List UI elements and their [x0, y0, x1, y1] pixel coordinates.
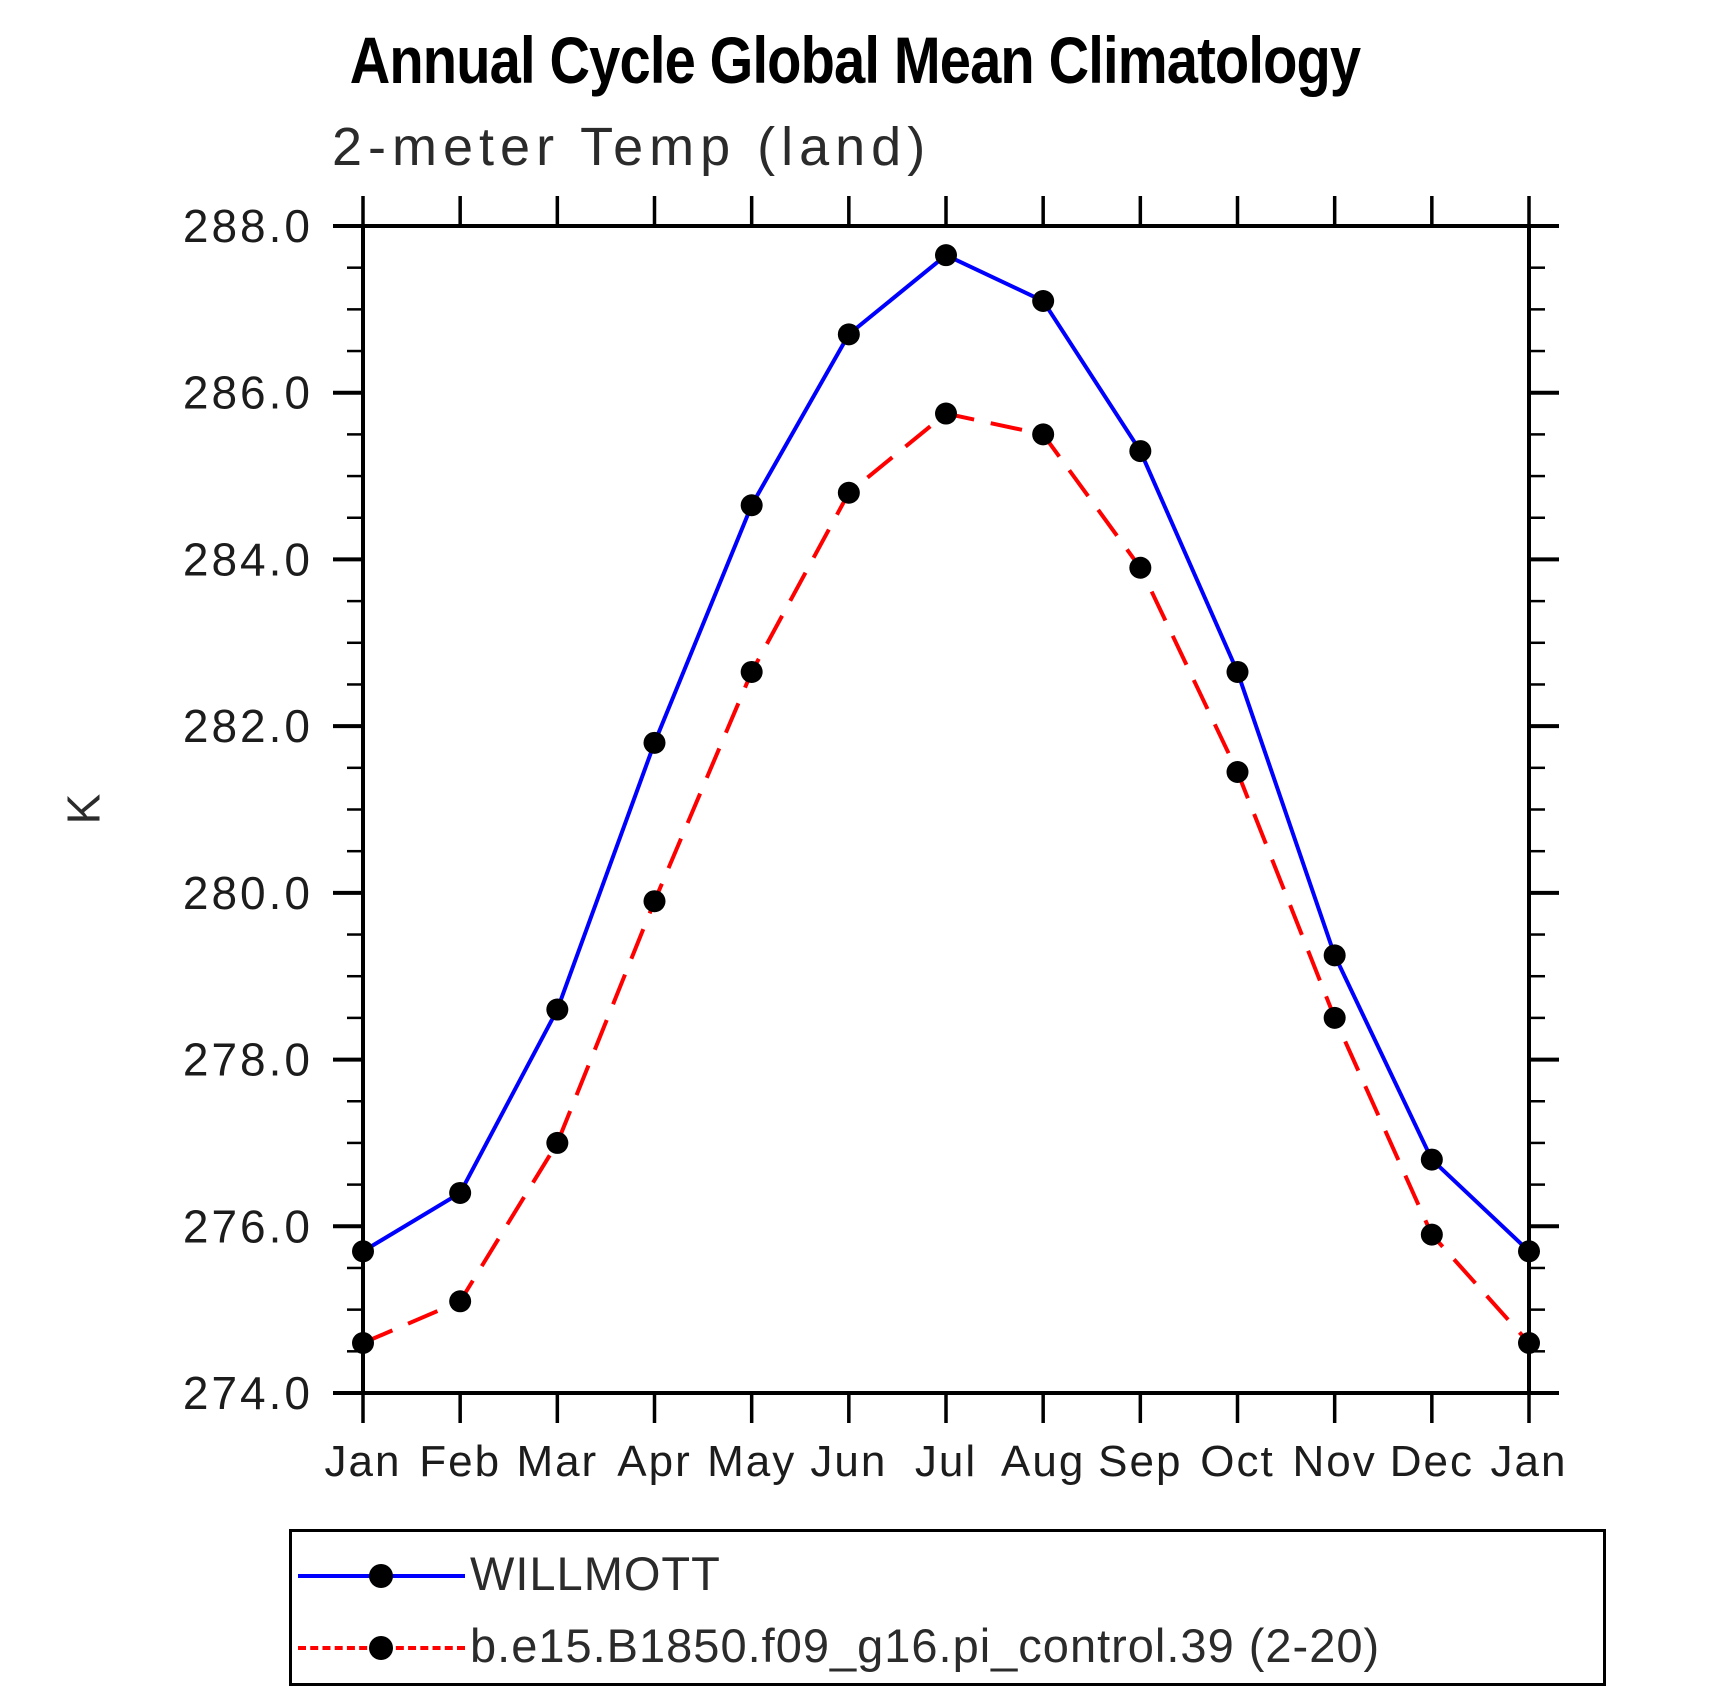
svg-text:Apr: Apr [617, 1437, 691, 1486]
chart-title: Annual Cycle Global Mean Climatology [349, 23, 1361, 97]
legend-label-willmott: WILLMOTT [470, 1547, 721, 1600]
svg-text:Feb: Feb [419, 1437, 501, 1486]
svg-text:274.0: 274.0 [183, 1367, 313, 1419]
svg-text:Jan: Jan [325, 1437, 402, 1486]
svg-text:284.0: 284.0 [183, 533, 313, 585]
svg-text:Nov: Nov [1293, 1437, 1377, 1486]
svg-text:288.0: 288.0 [183, 200, 313, 252]
legend-line-sample-dashed [298, 1636, 465, 1660]
legend-line-sample-solid [298, 1564, 465, 1588]
svg-text:May: May [707, 1437, 796, 1486]
svg-text:278.0: 278.0 [183, 1034, 313, 1086]
svg-text:Oct: Oct [1200, 1437, 1274, 1486]
svg-text:286.0: 286.0 [183, 367, 313, 419]
svg-text:Sep: Sep [1098, 1437, 1182, 1486]
legend-marker-dot [369, 1564, 393, 1588]
svg-text:Dec: Dec [1390, 1437, 1474, 1486]
svg-text:Jul: Jul [915, 1437, 977, 1486]
chart-subtitle: 2-meter Temp (land) [332, 117, 932, 177]
legend-box: WILLMOTT b.e15.B1850.f09_g16.pi_control.… [289, 1529, 1606, 1686]
svg-text:282.0: 282.0 [183, 700, 313, 752]
svg-text:Jun: Jun [810, 1437, 887, 1486]
svg-text:Jan: Jan [1491, 1437, 1568, 1486]
svg-text:Aug: Aug [1001, 1437, 1085, 1486]
svg-text:Mar: Mar [516, 1437, 598, 1486]
svg-text:276.0: 276.0 [183, 1200, 313, 1252]
svg-text:280.0: 280.0 [183, 867, 313, 919]
legend-marker-dot [369, 1636, 393, 1660]
legend-label-model: b.e15.B1850.f09_g16.pi_control.39 (2-20) [470, 1619, 1381, 1672]
